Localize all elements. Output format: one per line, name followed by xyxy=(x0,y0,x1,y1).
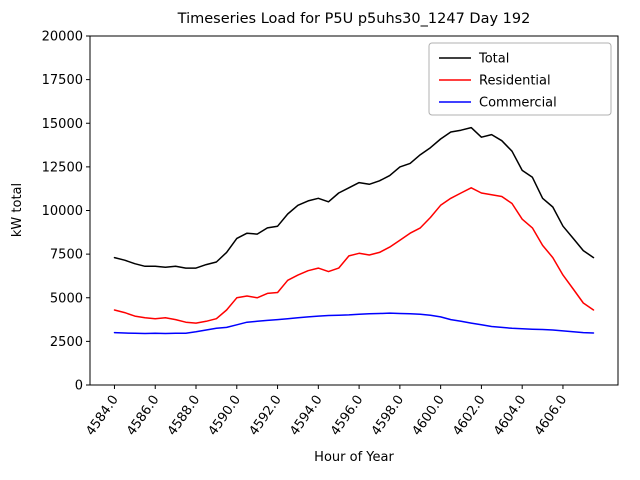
x-tick-label: 4592.0 xyxy=(246,393,284,439)
y-tick-label: 17500 xyxy=(42,73,83,88)
series-line-residential xyxy=(113,187,595,324)
y-tick-label: 12500 xyxy=(42,160,83,175)
x-tick-label: 4606.0 xyxy=(532,393,570,439)
legend-label-total: Total xyxy=(478,52,509,67)
x-tick-label: 4596.0 xyxy=(328,393,366,439)
y-axis-label: kW total xyxy=(10,183,25,237)
x-tick-label: 4584.0 xyxy=(83,393,121,439)
y-tick-label: 10000 xyxy=(42,204,83,219)
x-tick-label: 4586.0 xyxy=(124,393,162,439)
y-tick-label: 20000 xyxy=(42,30,83,45)
x-tick-label: 4604.0 xyxy=(491,393,529,439)
chart-title: Timeseries Load for P5U p5uhs30_1247 Day… xyxy=(177,11,531,27)
x-tick-label: 4594.0 xyxy=(287,393,325,439)
x-axis-label: Hour of Year xyxy=(314,450,394,465)
legend-label-residential: Residential xyxy=(479,74,551,89)
series-line-commercial xyxy=(113,312,595,335)
series-line-total xyxy=(113,126,595,269)
x-tick-label: 4598.0 xyxy=(369,393,407,439)
x-tick-label: 4590.0 xyxy=(206,393,244,439)
y-tick-label: 7500 xyxy=(50,248,83,263)
y-tick-label: 0 xyxy=(75,379,83,394)
y-tick-label: 15000 xyxy=(42,117,83,132)
legend-label-commercial: Commercial xyxy=(479,96,557,111)
x-tick-label: 4600.0 xyxy=(410,393,448,439)
legend-box xyxy=(428,42,612,116)
y-tick-label: 5000 xyxy=(50,291,83,306)
legend: Total Residential Commercial xyxy=(428,42,612,116)
x-tick-label: 4602.0 xyxy=(450,393,488,439)
y-tick-label: 2500 xyxy=(50,335,83,350)
x-tick-label: 4588.0 xyxy=(165,393,203,439)
